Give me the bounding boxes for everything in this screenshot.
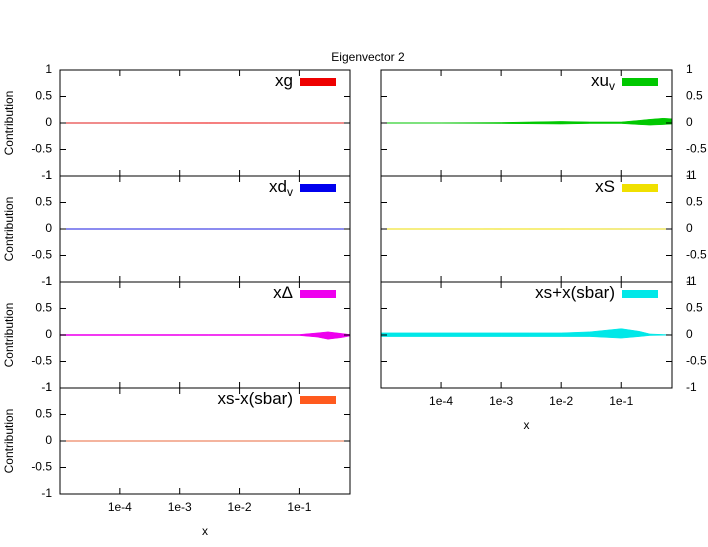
y-tick-label: -1	[686, 168, 697, 182]
uncertainty-band	[380, 117, 673, 126]
y-tick-label: -0.5	[686, 354, 707, 368]
legend-label: xs-x(sbar)	[217, 389, 293, 408]
x-axis-label: x	[202, 524, 208, 538]
legend-swatch	[622, 290, 658, 298]
y-tick-label: 0.5	[35, 407, 52, 421]
y-tick-label: -1	[41, 486, 52, 500]
legend-swatch	[300, 290, 336, 298]
y-tick-label: 1	[686, 274, 693, 288]
y-tick-label: -0.5	[31, 460, 52, 474]
legend-label: xS	[595, 177, 615, 196]
uncertainty-band	[380, 228, 673, 230]
y-tick-label: 1	[45, 380, 52, 394]
y-tick-label: -0.5	[31, 142, 52, 156]
y-tick-label: -0.5	[686, 142, 707, 156]
y-tick-label: 0.5	[35, 195, 52, 209]
legend-swatch	[622, 184, 658, 192]
legend-subscript: v	[609, 79, 615, 93]
y-tick-label: -1	[686, 380, 697, 394]
y-axis-label: Contribution	[2, 197, 16, 262]
y-tick-label: 1	[45, 274, 52, 288]
x-tick-label: 1e-3	[489, 394, 513, 408]
legend-name: xd	[269, 177, 287, 196]
y-tick-label: 0.5	[686, 301, 703, 315]
legend-name: xs+x(sbar)	[535, 283, 615, 302]
y-tick-label: -1	[686, 274, 697, 288]
y-tick-label: 1	[686, 168, 693, 182]
y-tick-label: -1	[41, 168, 52, 182]
y-axis-label: Contribution	[2, 303, 16, 368]
y-tick-label: 0	[45, 433, 52, 447]
x-tick-label: 1e-1	[609, 394, 633, 408]
legend-swatch	[300, 78, 336, 86]
y-axis-label: Contribution	[2, 409, 16, 474]
legend-swatch	[622, 78, 658, 86]
y-tick-label: 1	[45, 168, 52, 182]
legend-label: xs+x(sbar)	[535, 283, 615, 302]
x-tick-label: 1e-4	[108, 500, 132, 514]
y-tick-label: 0	[686, 221, 693, 235]
legend-name: xu	[591, 71, 609, 90]
legend-name: xΔ	[273, 283, 293, 302]
y-tick-label: 0	[686, 115, 693, 129]
legend-name: xs-x(sbar)	[217, 389, 293, 408]
uncertainty-band	[380, 328, 673, 339]
legend-swatch	[300, 184, 336, 192]
legend-label: xdv	[269, 177, 293, 199]
plot-frame	[59, 387, 351, 495]
y-tick-label: 0.5	[35, 89, 52, 103]
y-tick-label: -1	[41, 274, 52, 288]
legend-label: xΔ	[273, 283, 293, 302]
plot-frame	[380, 281, 673, 389]
y-tick-label: -0.5	[31, 248, 52, 262]
legend-name: xS	[595, 177, 615, 196]
uncertainty-band	[59, 122, 351, 124]
y-tick-label: 0.5	[686, 89, 703, 103]
y-tick-label: 0	[686, 327, 693, 341]
y-tick-label: 1	[45, 62, 52, 76]
y-tick-label: 0	[45, 327, 52, 341]
x-tick-label: 1e-2	[549, 394, 573, 408]
y-tick-label: 0.5	[35, 301, 52, 315]
y-tick-label: 0	[45, 221, 52, 235]
x-axis-label: x	[524, 418, 530, 432]
y-tick-label: 0.5	[686, 195, 703, 209]
legend-swatch	[300, 396, 336, 404]
x-tick-label: 1e-2	[228, 500, 252, 514]
y-axis-label: Contribution	[2, 91, 16, 156]
legend-label: xg	[275, 71, 293, 90]
uncertainty-band	[59, 331, 351, 340]
x-tick-label: 1e-1	[287, 500, 311, 514]
y-tick-label: -0.5	[686, 248, 707, 262]
y-tick-label: -0.5	[31, 354, 52, 368]
legend-subscript: v	[287, 185, 293, 199]
legend-label: xuv	[591, 71, 615, 93]
chart-title: Eigenvector 2	[331, 50, 405, 64]
y-tick-label: -1	[41, 380, 52, 394]
legend-name: xg	[275, 71, 293, 90]
y-tick-label: 1	[686, 62, 693, 76]
x-tick-label: 1e-4	[429, 394, 453, 408]
x-tick-label: 1e-3	[168, 500, 192, 514]
y-tick-label: 0	[45, 115, 52, 129]
